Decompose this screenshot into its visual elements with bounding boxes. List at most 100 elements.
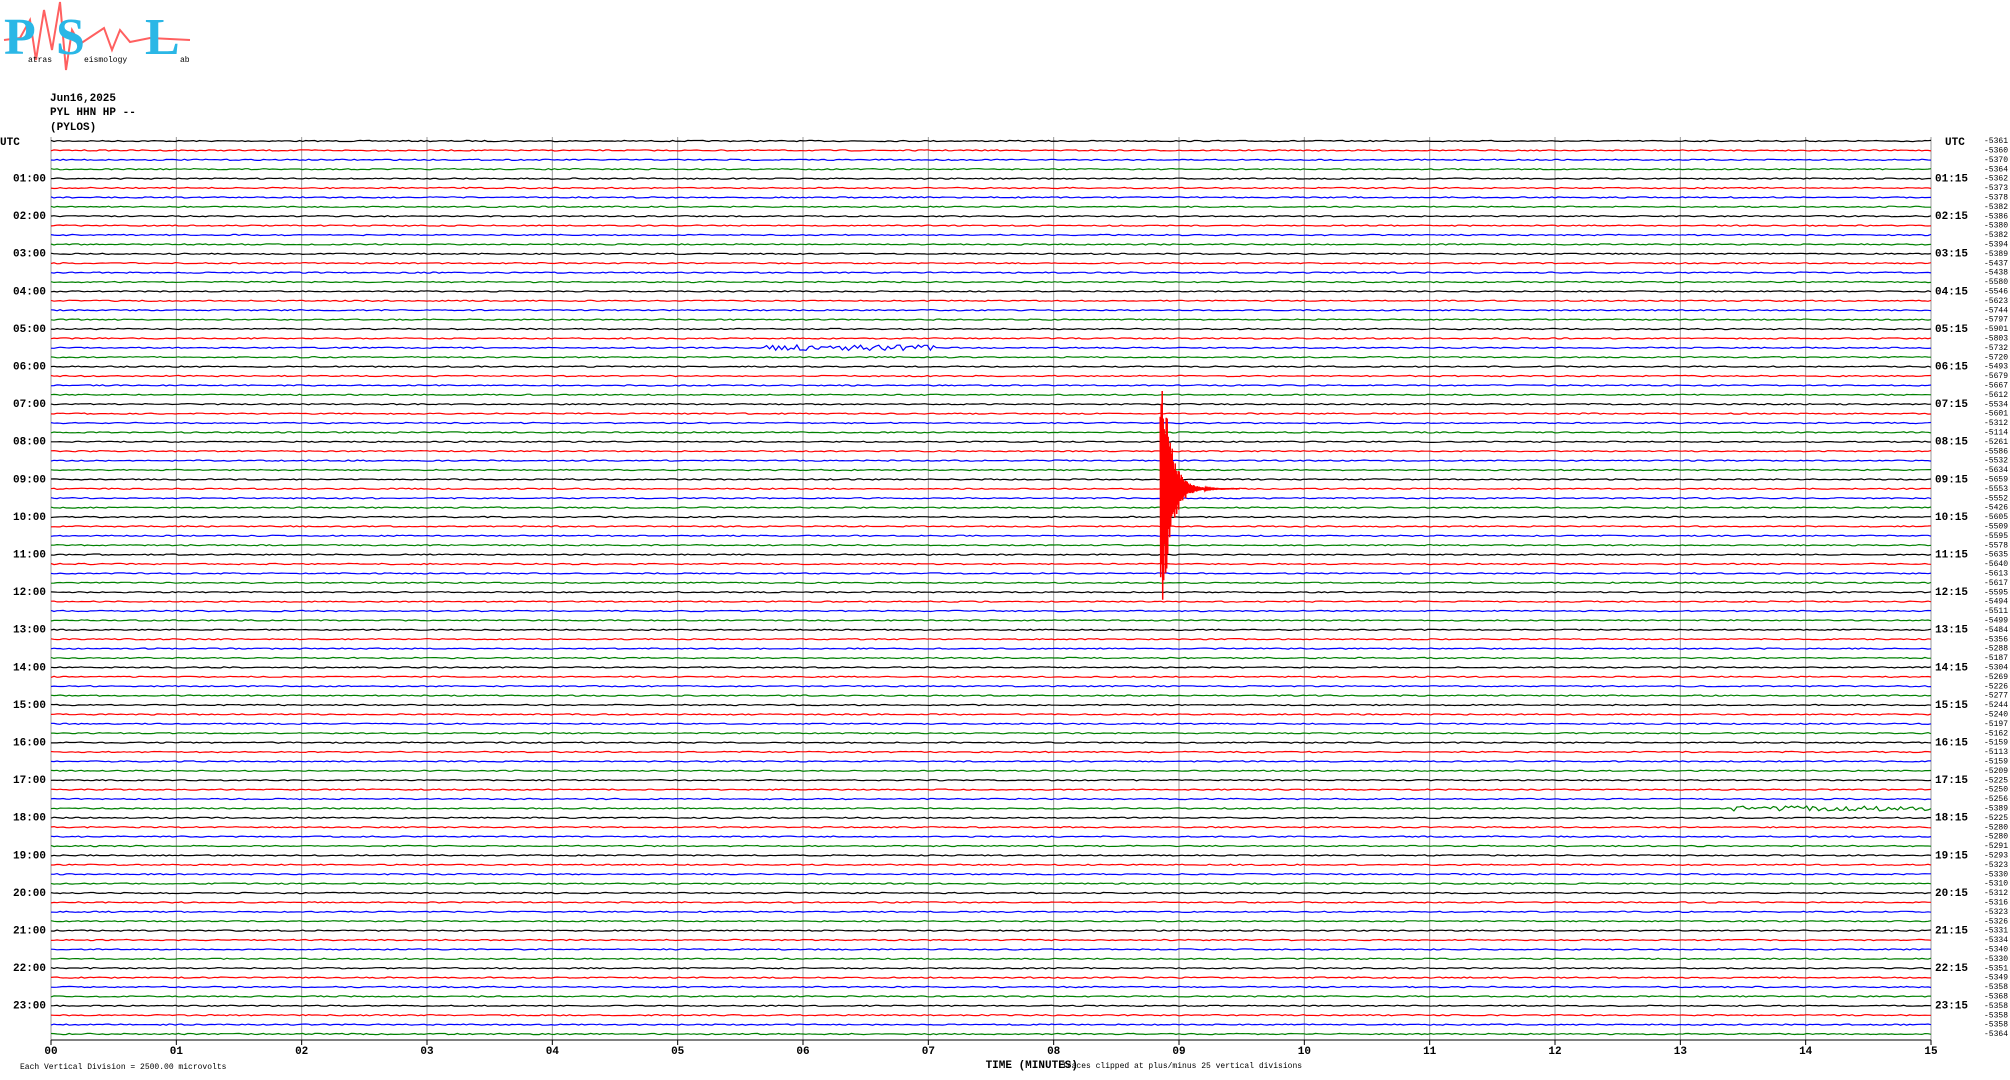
hour-right: 15:15 (1935, 700, 1968, 712)
hour-left: 09:00 (13, 474, 46, 486)
trace (50, 778, 1932, 782)
trace-offset: -5732 (1984, 344, 2008, 353)
minute-label: 11 (1423, 1046, 1437, 1058)
trace-offset: -5679 (1984, 372, 2008, 381)
trace (50, 487, 1932, 491)
trace-offset: -5361 (1984, 137, 2008, 146)
trace (51, 741, 1932, 744)
trace (50, 966, 1931, 970)
trace-offset: -5331 (1984, 927, 2008, 936)
trace (50, 506, 1932, 509)
minute-label: 14 (1799, 1046, 1813, 1058)
trace-offset: -5225 (1984, 776, 2008, 785)
trace (50, 149, 1932, 152)
trace-offset: -5499 (1984, 617, 2008, 626)
scale-note: Each Vertical Division = 2500.00 microvo… (20, 1063, 227, 1072)
trace (50, 205, 1931, 209)
trace (50, 384, 1932, 387)
trace-offset: -5744 (1984, 306, 2008, 315)
clip-note: Traces clipped at plus/minus 25 vertical… (1062, 1062, 1302, 1071)
trace (50, 910, 1932, 914)
hour-right: 11:15 (1935, 550, 1968, 562)
logo: P atras S eismology L ab (3, 1, 191, 71)
logo-letter: L (145, 9, 180, 66)
trace-offset: -5370 (1984, 156, 2008, 165)
trace (50, 1023, 1932, 1026)
minute-label: 05 (671, 1046, 685, 1058)
trace (50, 750, 1932, 754)
hour-left: 03:00 (13, 249, 46, 261)
hour-left: 21:00 (13, 926, 46, 938)
trace (50, 299, 1932, 303)
trace-offset: -5225 (1984, 814, 2008, 823)
trace-offset: -5437 (1984, 259, 2008, 268)
trace-offset: -5534 (1984, 400, 2008, 409)
hour-right: 10:15 (1935, 512, 1968, 524)
trace-offset: -5326 (1984, 917, 2008, 926)
trace (50, 139, 1932, 143)
trace-offset: -5114 (1984, 429, 2008, 438)
trace (50, 158, 1932, 162)
trace-offset: -5634 (1984, 466, 2008, 475)
trace (50, 835, 1932, 838)
date: Jun16,2025 (50, 93, 116, 105)
trace (50, 562, 1932, 566)
trace-offset: -5595 (1984, 532, 2008, 541)
trace-offset: -5797 (1984, 316, 2008, 325)
trace-offset: -5256 (1984, 795, 2008, 804)
trace-offset: -5240 (1984, 711, 2008, 720)
trace-offset: -5323 (1984, 908, 2008, 917)
hour-left: 20:00 (13, 888, 46, 900)
utc-right: UTC (1945, 137, 1965, 149)
trace-offset: -5613 (1984, 570, 2008, 579)
trace (50, 628, 1932, 632)
trace-offset: -5113 (1984, 748, 2008, 757)
trace-offset: -5389 (1984, 250, 2008, 259)
trace-offset: -5623 (1984, 297, 2008, 306)
trace-offset: -5586 (1984, 447, 2008, 456)
hour-right: 14:15 (1935, 662, 1968, 674)
trace (50, 196, 1932, 199)
trace-offset: -5288 (1984, 645, 2008, 654)
trace-offset: -5426 (1984, 504, 2008, 513)
hour-left: 23:00 (13, 1001, 46, 1013)
trace (50, 957, 1932, 961)
trace-offset: -5380 (1984, 222, 2008, 231)
hour-left: 07:00 (13, 399, 46, 411)
trace-offset: -5720 (1984, 353, 2008, 362)
trace (50, 760, 1931, 763)
hour-right: 08:15 (1935, 437, 1968, 449)
trace-offset: -5580 (1984, 278, 2008, 287)
trace-offset: -5197 (1984, 720, 2008, 729)
trace (50, 243, 1932, 246)
trace-offset: -5351 (1984, 964, 2008, 973)
trace-offset: -5509 (1984, 523, 2008, 532)
trace (50, 543, 1932, 547)
trace-offset: -5901 (1984, 325, 2008, 334)
trace-offset: -5386 (1984, 212, 2008, 221)
trace-offset: -5250 (1984, 786, 2008, 795)
hour-left: 18:00 (13, 813, 46, 825)
trace (50, 252, 1932, 256)
quake-signal (1159, 390, 1240, 600)
trace (50, 891, 1932, 895)
trace (50, 600, 1932, 603)
hour-left: 01:00 (13, 174, 46, 186)
trace-offset: -5373 (1984, 184, 2008, 193)
trace (50, 167, 1932, 171)
trace-offset: -5803 (1984, 335, 2008, 344)
trace-offset: -5356 (1984, 635, 2008, 644)
trace-offset: -5635 (1984, 551, 2008, 560)
trace (50, 901, 1931, 904)
trace-offset: -5159 (1984, 739, 2008, 748)
trace (50, 496, 1932, 500)
trace (50, 609, 1932, 613)
trace (50, 948, 1932, 951)
trace-offset: -5209 (1984, 767, 2008, 776)
trace-offset: -5280 (1984, 833, 2008, 842)
trace-offset: -5484 (1984, 626, 2008, 635)
hour-right: 19:15 (1935, 850, 1968, 862)
trace (50, 1032, 1932, 1036)
trace (50, 703, 1932, 707)
trace (50, 186, 1932, 190)
